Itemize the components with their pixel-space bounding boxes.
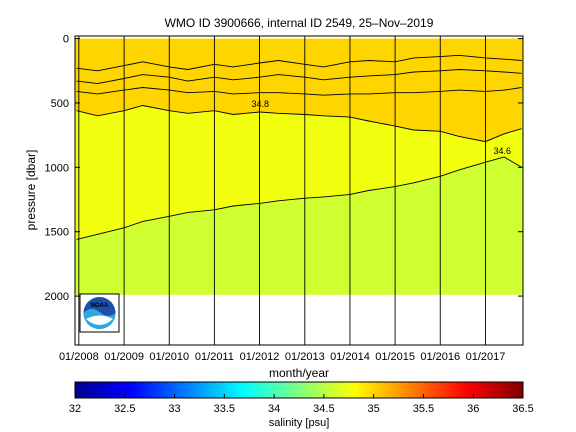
colorbar-tick-label: 34 [268,403,280,415]
x-tick-label: 01/2017 [466,351,506,363]
colorbar-tick-label: 35 [368,403,380,415]
x-tick-label: 01/2015 [375,351,415,363]
x-axis-label: month/year [269,366,329,380]
x-tick-label: 01/2013 [285,351,325,363]
x-tick-label: 01/2009 [104,351,144,363]
colorbar-tick-label: 36 [467,403,479,415]
colorbar-label: salinity [psu] [269,417,330,429]
plot-frame [74,35,524,346]
y-tick-label: 2000 [45,291,69,303]
colorbar-tick-label: 32.5 [114,403,135,415]
colorbar-ticks: 32 32.5 33 33.5 34 34.5 35 35.5 36 36.5 [69,394,534,415]
y-tick-label: 1500 [45,227,69,239]
noaa-logo-text: NOAA [91,303,109,309]
x-axis: 01/2008 01/2009 01/2010 01/2011 01/2012 01/20… [59,351,505,363]
colorbar [74,381,524,399]
x-tick-label: 01/2014 [330,351,370,363]
salinity-field [75,38,523,295]
y-axis-label: pressure [dbar] [24,150,38,231]
january-grid-lines [78,36,486,345]
colorbar-tick-label: 32 [69,403,81,415]
y-tick-label: 0 [63,34,69,46]
colorbar-tick-label: 34.5 [313,403,334,415]
y-tick-label: 1000 [45,162,69,174]
isohaline-label: 34.8 [252,99,270,109]
colorbar-tick-label: 33 [168,403,180,415]
colorbar-tick-label: 36.5 [512,403,533,415]
colorbar-tick-label: 35.5 [413,403,434,415]
x-tick-label: 01/2010 [149,351,189,363]
chart-title: WMO ID 3900666, internal ID 2549, 25–Nov… [165,16,434,30]
x-tick-label: 01/2016 [420,351,460,363]
salinity-layer-surface [75,38,523,142]
noaa-logo: NOAA [79,293,120,333]
x-tick-label: 01/2008 [59,351,99,363]
y-tick-label: 500 [51,98,69,110]
isohaline-label: 34.6 [494,146,512,156]
x-tick-label: 01/2011 [195,351,234,363]
colorbar-tick-label: 33.5 [214,403,235,415]
x-tick-label: 01/2012 [240,351,280,363]
y-axis: 0 500 1000 1500 2000 [45,34,523,303]
